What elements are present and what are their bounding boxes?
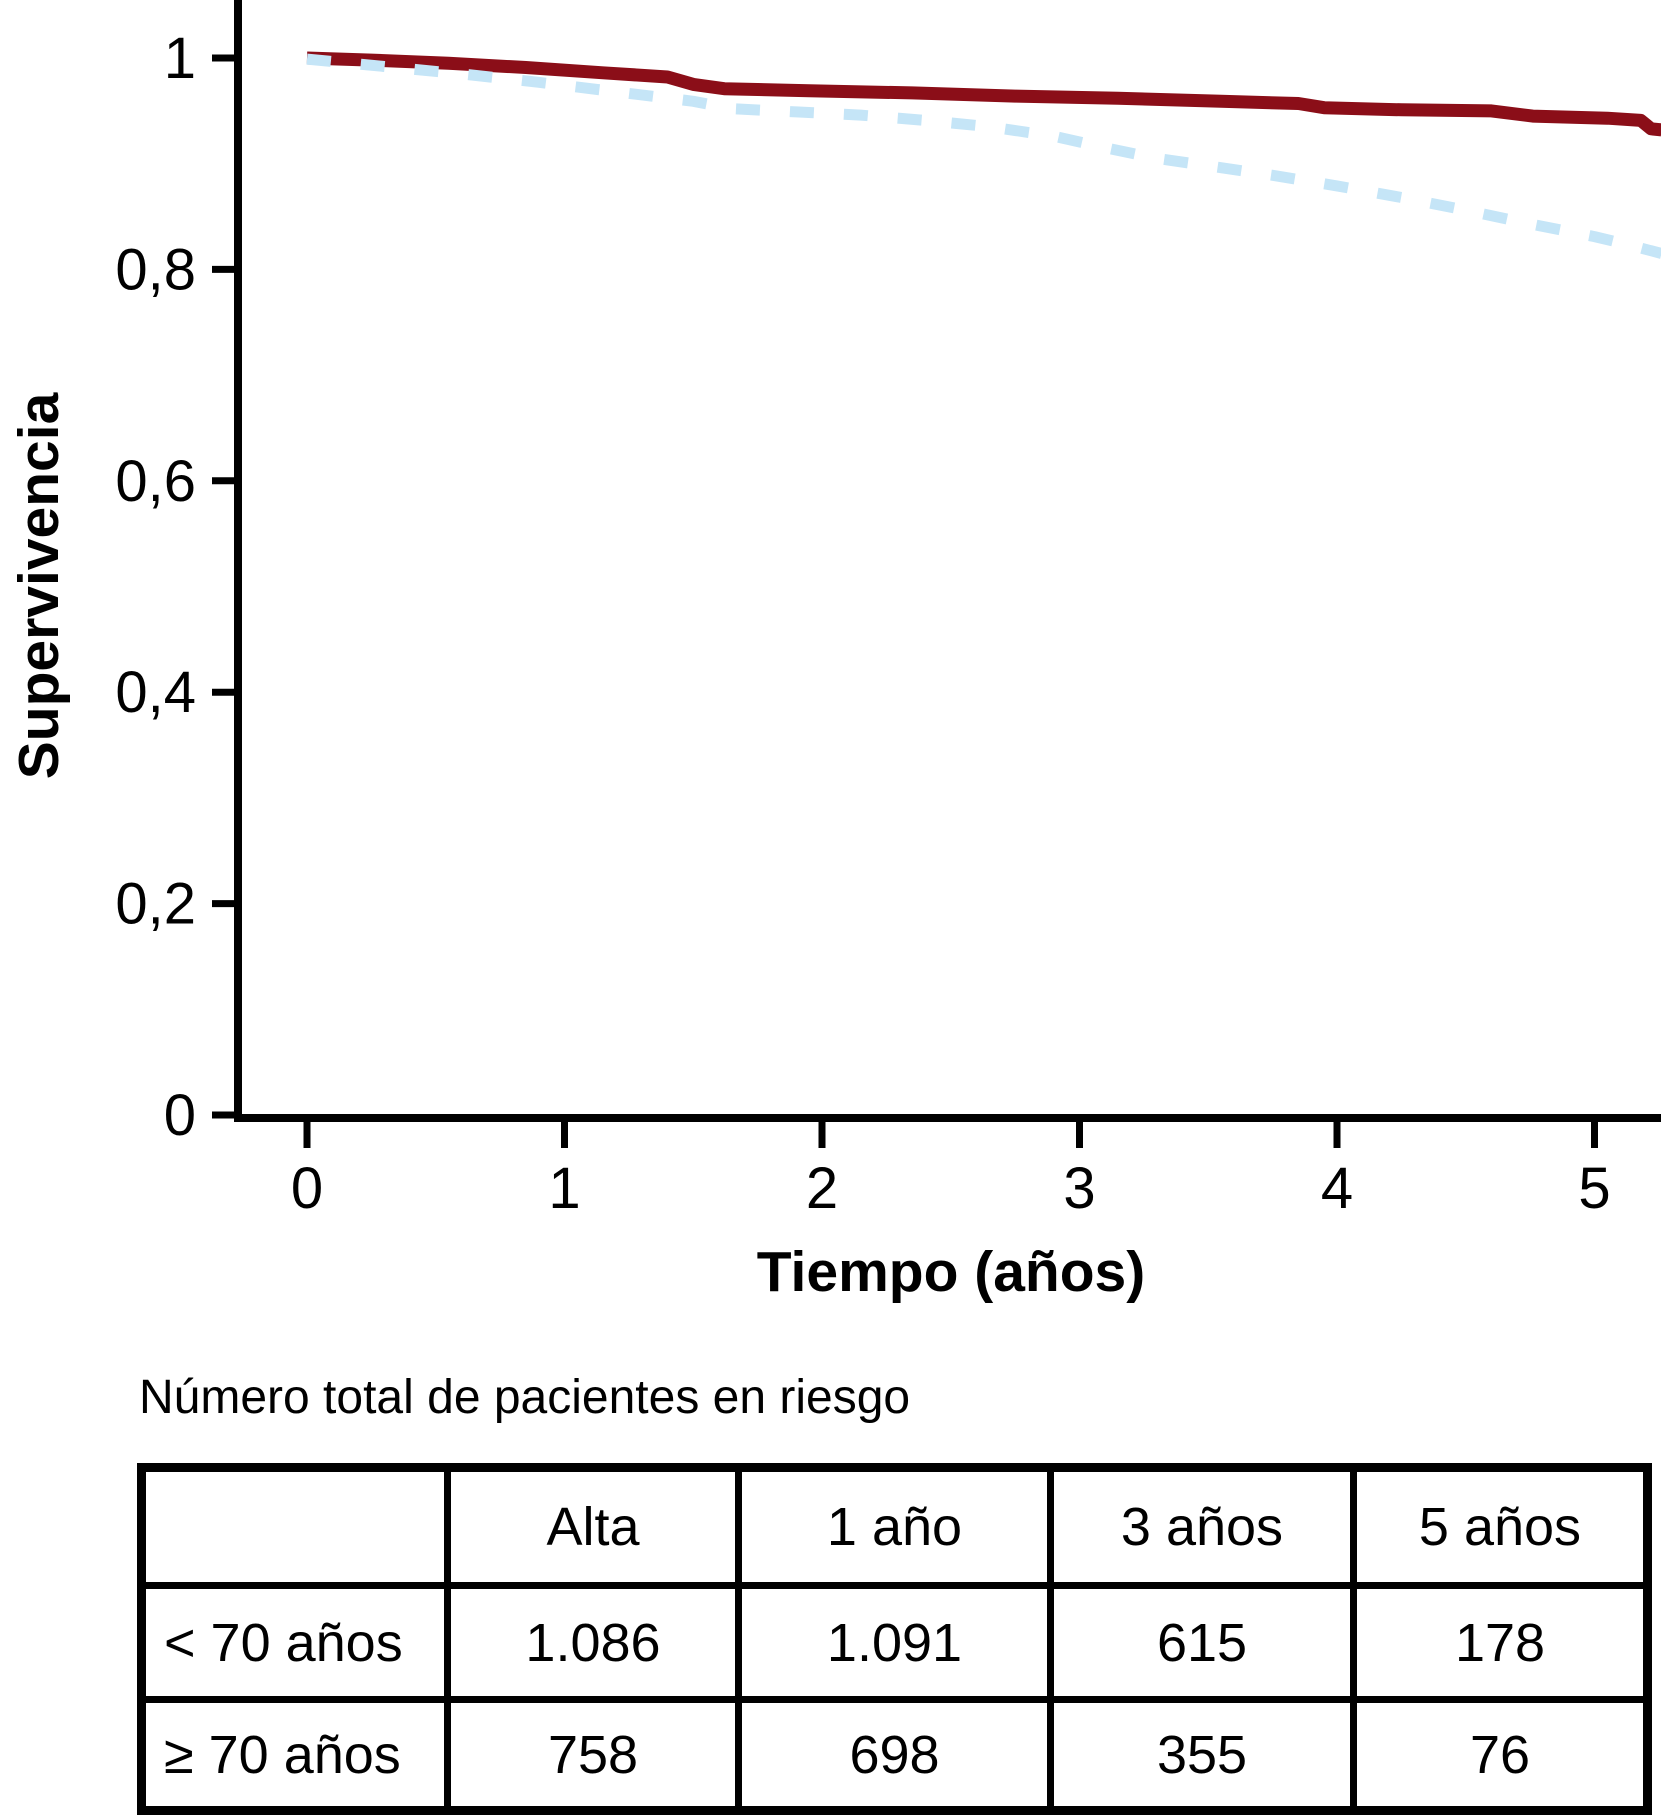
row-label-70-plus: ≥ 70 años — [138, 1696, 451, 1814]
series-layer — [306, 51, 1661, 259]
under-70-1-ano: 1.091 — [735, 1582, 1054, 1703]
curve-70-plus — [306, 53, 1661, 259]
header-empty-cell — [138, 1464, 451, 1589]
axes-layer: 1 0,8 0,6 0,4 0,2 0 0 1 2 3 4 5 — [115, 0, 1661, 1221]
y-tick-label: 0,2 — [115, 872, 196, 937]
header-5-anos: 5 años — [1350, 1464, 1651, 1589]
under-70-alta: 1.086 — [444, 1582, 742, 1703]
x-tick-label: 4 — [1321, 1156, 1353, 1221]
curve-under-70 — [306, 51, 1661, 137]
x-tick-label: 5 — [1578, 1156, 1610, 1221]
risk-table-title: Número total de pacientes en riesgo — [139, 1371, 911, 1424]
x-tick-label: 2 — [806, 1156, 838, 1221]
70-plus-3-anos: 355 — [1047, 1696, 1357, 1814]
y-tick-label: 1 — [164, 26, 196, 91]
header-3-anos: 3 años — [1047, 1464, 1357, 1589]
x-tick-label: 1 — [548, 1156, 580, 1221]
risk-table: Alta 1 año 3 años 5 años < 70 años 1.086… — [137, 1463, 1652, 1815]
y-tick-label: 0 — [164, 1083, 196, 1148]
header-1-ano: 1 año — [735, 1464, 1054, 1589]
header-alta: Alta — [444, 1464, 742, 1589]
km-survival-chart: 1 0,8 0,6 0,4 0,2 0 0 1 2 3 4 5 Supervivencia Tiemp… — [7, 0, 1661, 1304]
y-axis-title: Supervivencia — [7, 391, 71, 779]
x-tick-label: 0 — [291, 1156, 323, 1221]
70-plus-1-ano: 698 — [735, 1696, 1054, 1814]
x-tick-label: 3 — [1063, 1156, 1095, 1221]
row-label-under-70: < 70 años — [138, 1582, 451, 1703]
under-70-5-anos: 178 — [1350, 1582, 1651, 1703]
x-axis-title: Tiempo (años) — [757, 1240, 1145, 1304]
under-70-3-anos: 615 — [1047, 1582, 1357, 1703]
70-plus-5-anos: 76 — [1350, 1696, 1651, 1814]
table-row-under-70: < 70 años 1.086 1.091 615 178 — [138, 1582, 1651, 1703]
70-plus-alta: 758 — [444, 1696, 742, 1814]
y-tick-label: 0,6 — [115, 449, 196, 514]
table-row-70-plus: ≥ 70 años 758 698 355 76 — [138, 1696, 1651, 1814]
y-tick-label: 0,8 — [115, 237, 196, 302]
y-tick-label: 0,4 — [115, 660, 196, 725]
risk-table-header-row: Alta 1 año 3 años 5 años — [138, 1464, 1651, 1589]
